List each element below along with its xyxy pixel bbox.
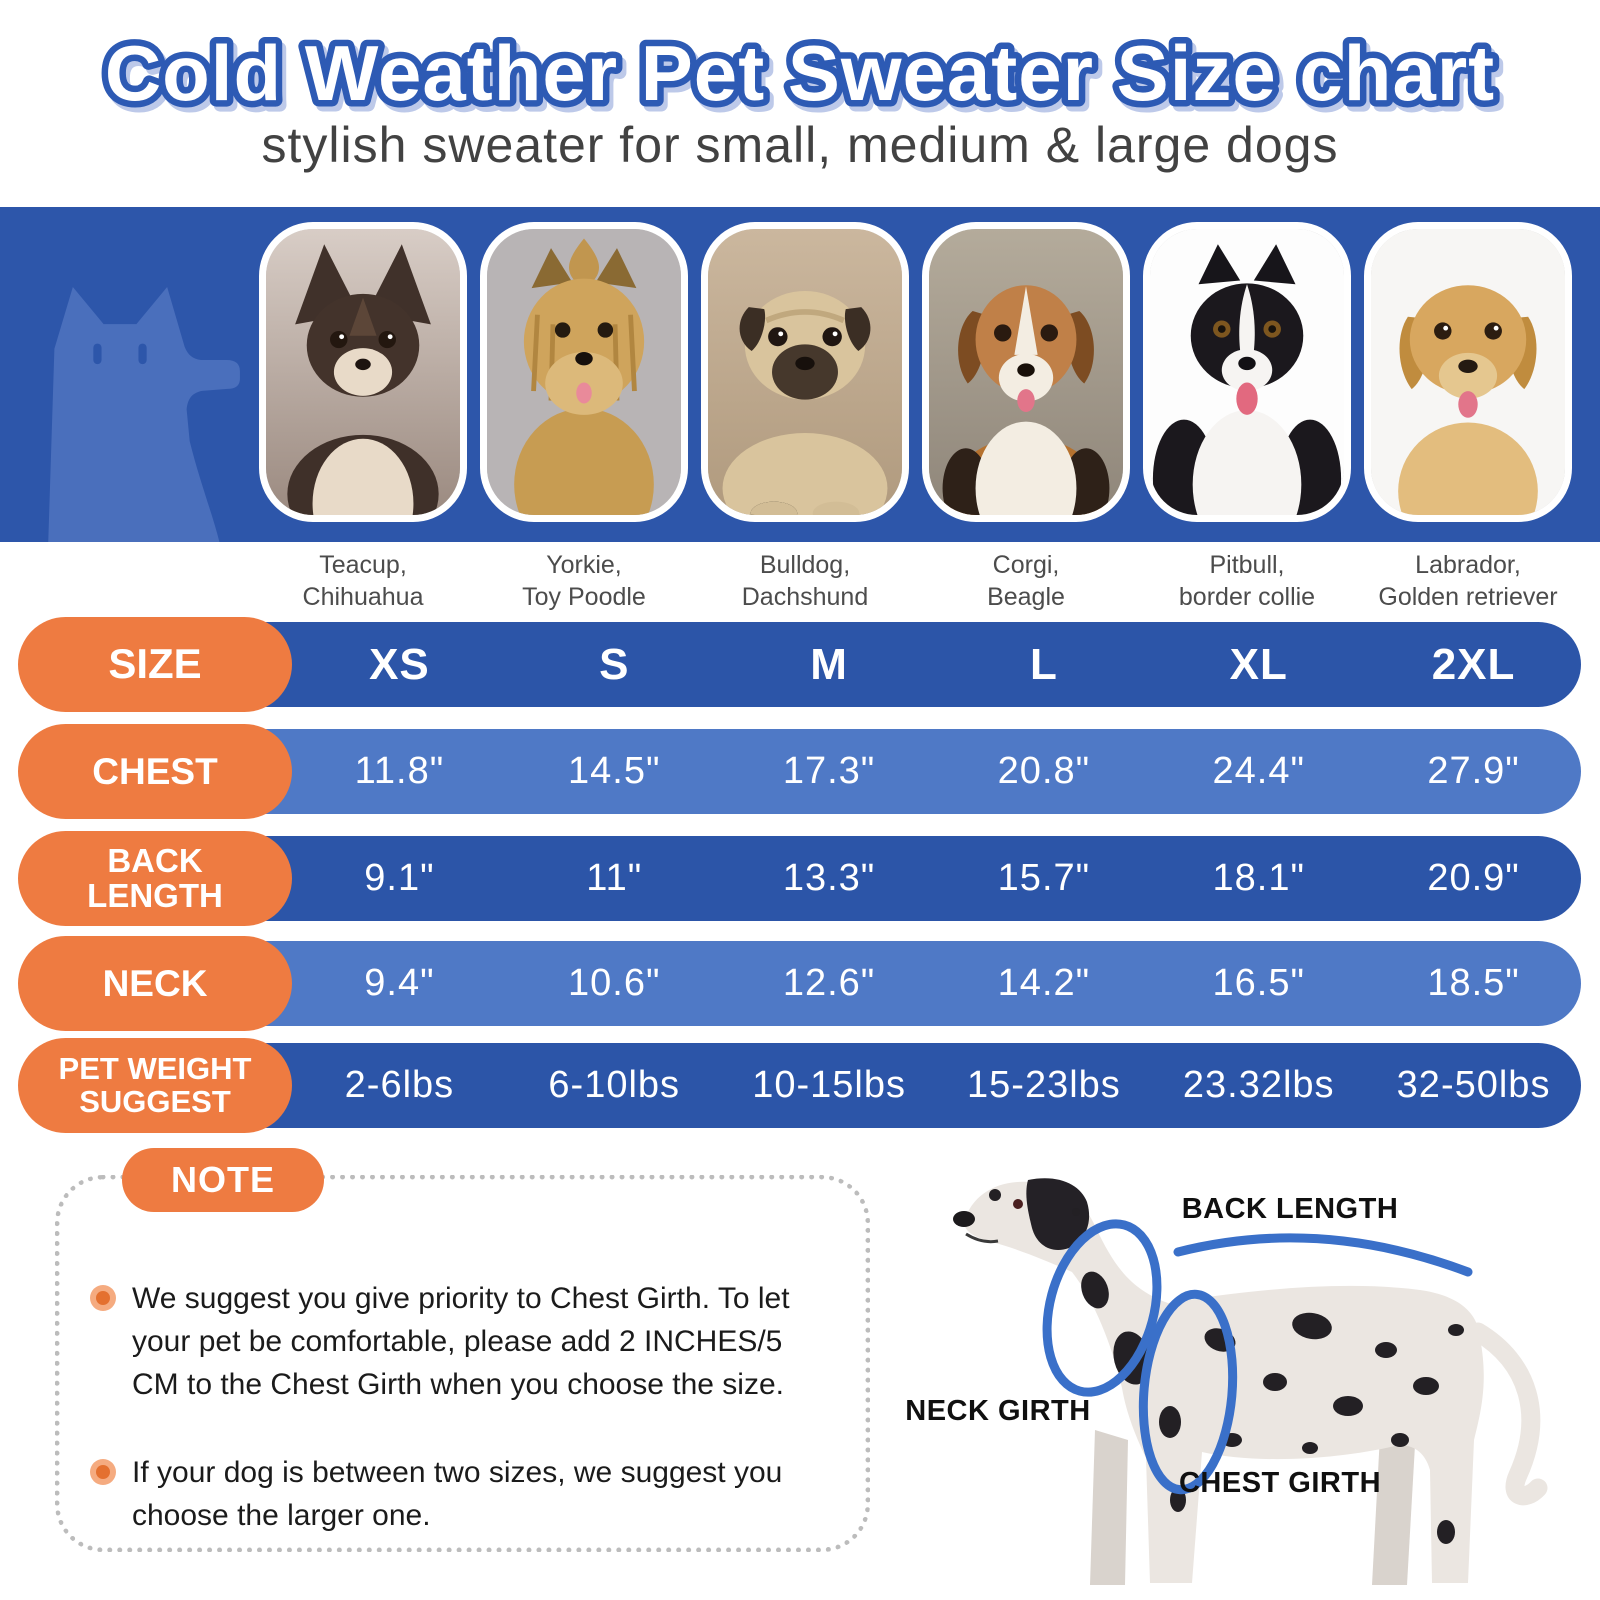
weight-value: 15-23lbs bbox=[967, 1064, 1121, 1106]
note-bullet-2-text: If your dog is between two sizes, we sug… bbox=[132, 1456, 783, 1532]
dog-tail bbox=[1468, 1322, 1548, 1506]
chest-girth-line bbox=[1138, 1289, 1238, 1495]
weight-value: 23.32lbs bbox=[1182, 1064, 1335, 1106]
chest-value: 20.8" bbox=[997, 750, 1091, 792]
back-length-line bbox=[1173, 1233, 1473, 1277]
back-length-value: 15.7" bbox=[997, 857, 1091, 899]
breed-label-yorkie: Yorkie, Toy Poodle bbox=[522, 551, 646, 611]
page-title: Cold Weather Pet Sweater Size chart bbox=[105, 29, 1495, 117]
size-value: L bbox=[1029, 639, 1058, 689]
size-value: XS bbox=[369, 639, 430, 689]
neck-value: 10.6" bbox=[568, 962, 661, 1004]
neck-girth-label: NECK GIRTH bbox=[905, 1395, 1090, 1427]
neck-value: 12.6" bbox=[782, 962, 876, 1004]
dog-ear bbox=[1026, 1178, 1090, 1250]
dog-nose bbox=[953, 1211, 975, 1227]
note-bullet-2: If your dog is between two sizes, we sug… bbox=[90, 1452, 840, 1538]
page-title-banner: Cold Weather Pet Sweater Size chart bbox=[98, 23, 1500, 124]
size-value: S bbox=[599, 639, 630, 689]
note-bullet-1: We suggest you give priority to Chest Gi… bbox=[90, 1278, 840, 1407]
measurement-diagram: BACK LENGTH NECK GIRTH CHEST GIRTH bbox=[905, 1178, 1548, 1585]
back-length-value: 20.9" bbox=[1427, 857, 1520, 899]
weight-value: 10-15lbs bbox=[752, 1064, 906, 1106]
dog-silhouette-watermark-icon bbox=[48, 287, 240, 542]
size-value: M bbox=[810, 639, 848, 689]
back-length-label: BACK LENGTH bbox=[1182, 1193, 1399, 1225]
chest-value: 14.5" bbox=[568, 750, 661, 792]
chest-value: 24.4" bbox=[1212, 750, 1305, 792]
golden-retriever-photo bbox=[1364, 222, 1572, 522]
girth-lines bbox=[1042, 1219, 1473, 1495]
chihuahua-photo bbox=[259, 222, 467, 522]
chest-value: 11.8" bbox=[354, 750, 445, 792]
row-label-chest: CHEST bbox=[18, 724, 292, 819]
row-label-pet-weight: PET WEIGHT SUGGEST bbox=[18, 1038, 292, 1133]
chest-girth-label: CHEST GIRTH bbox=[1179, 1467, 1381, 1499]
table-row-size: XS S M L XL 2XL bbox=[160, 622, 1581, 707]
neck-girth-line bbox=[1042, 1219, 1162, 1397]
weight-value: 6-10lbs bbox=[548, 1064, 681, 1106]
table-row-pet-weight: 2-6lbs 6-10lbs 10-15lbs 15-23lbs 23.32lb… bbox=[160, 1043, 1581, 1128]
border-collie-photo bbox=[1143, 222, 1351, 522]
neck-value: 9.4" bbox=[364, 962, 435, 1004]
neck-value: 14.2" bbox=[997, 962, 1091, 1004]
neck-value: 18.5" bbox=[1427, 962, 1520, 1004]
beagle-photo bbox=[922, 222, 1130, 522]
neck-value: 16.5" bbox=[1212, 962, 1305, 1004]
bullet-dot-icon bbox=[90, 1459, 116, 1485]
bullet-dot-icon bbox=[90, 1285, 116, 1311]
back-length-value: 11" bbox=[586, 857, 643, 899]
pug-photo bbox=[701, 222, 909, 522]
note-heading: NOTE bbox=[122, 1148, 324, 1212]
breed-label-corgi: Corgi, Beagle bbox=[987, 551, 1065, 611]
weight-value: 2-6lbs bbox=[344, 1064, 455, 1106]
breed-label-labrador: Labrador, Golden retriever bbox=[1378, 551, 1558, 611]
back-length-value: 13.3" bbox=[782, 857, 876, 899]
table-row-back-length: 9.1" 11" 13.3" 15.7" 18.1" 20.9" bbox=[160, 836, 1581, 921]
back-length-value: 18.1" bbox=[1212, 857, 1305, 899]
size-value: 2XL bbox=[1431, 639, 1516, 689]
page-subtitle: stylish sweater for small, medium & larg… bbox=[261, 117, 1339, 173]
table-row-chest: 11.8" 14.5" 17.3" 20.8" 24.4" 27.9" bbox=[160, 729, 1581, 814]
table-row-neck: 9.4" 10.6" 12.6" 14.2" 16.5" 18.5" bbox=[160, 941, 1581, 1026]
breed-label-pitbull: Pitbull, border collie bbox=[1178, 551, 1316, 611]
size-value: XL bbox=[1229, 639, 1288, 689]
breed-label-chihuahua: Teacup, Chihuahua bbox=[302, 551, 424, 611]
dog-photos-banner bbox=[0, 207, 1600, 542]
note-box: NOTE We suggest you give priority to Che… bbox=[55, 1148, 870, 1552]
row-label-neck: NECK bbox=[18, 936, 292, 1031]
breed-label-bulldog: Bulldog, Dachshund bbox=[741, 551, 869, 611]
row-label-back-length: BACK LENGTH bbox=[18, 831, 292, 926]
chest-value: 27.9" bbox=[1427, 750, 1520, 792]
row-label-size: SIZE bbox=[18, 617, 292, 712]
dog-eye bbox=[1013, 1199, 1023, 1209]
chest-value: 17.3" bbox=[782, 750, 876, 792]
note-bullet-1-text: We suggest you give priority to Chest Gi… bbox=[132, 1282, 790, 1401]
yorkie-photo bbox=[480, 222, 688, 522]
weight-value: 32-50lbs bbox=[1396, 1064, 1551, 1106]
back-length-value: 9.1" bbox=[364, 857, 435, 899]
